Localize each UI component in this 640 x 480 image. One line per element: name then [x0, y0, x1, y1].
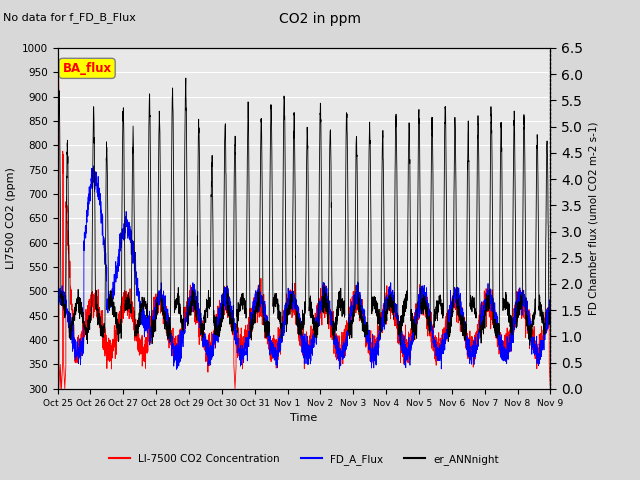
- Y-axis label: LI7500 CO2 (ppm): LI7500 CO2 (ppm): [6, 168, 16, 269]
- X-axis label: Time: Time: [291, 413, 317, 423]
- Legend: LI-7500 CO2 Concentration, FD_A_Flux, er_ANNnight: LI-7500 CO2 Concentration, FD_A_Flux, er…: [105, 450, 503, 469]
- Text: No data for f_FD_B_Flux: No data for f_FD_B_Flux: [3, 12, 136, 23]
- Text: BA_flux: BA_flux: [63, 62, 111, 75]
- Y-axis label: FD Chamber flux (umol CO2 m-2 s-1): FD Chamber flux (umol CO2 m-2 s-1): [588, 121, 598, 315]
- Text: CO2 in ppm: CO2 in ppm: [279, 12, 361, 26]
